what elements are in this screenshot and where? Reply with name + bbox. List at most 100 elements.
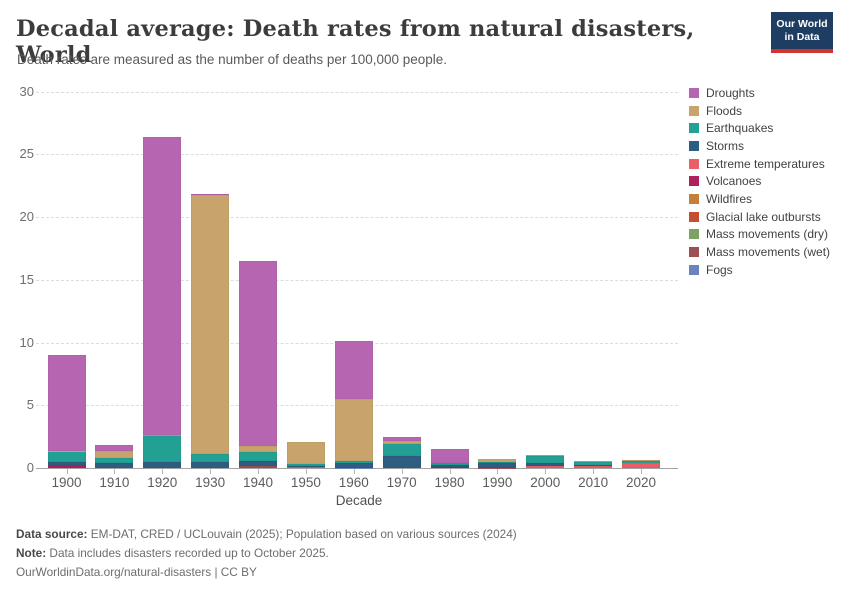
bar-segment-1940-mass-movements-wet[interactable] <box>239 466 278 468</box>
legend-item-earthquakes[interactable]: Earthquakes <box>689 119 830 137</box>
legend-item-glacial-lake-outbursts[interactable]: Glacial lake outbursts <box>689 208 830 226</box>
x-tick-1910 <box>114 469 116 474</box>
legend-label-volcanoes: Volcanoes <box>706 174 762 189</box>
bar-segment-1950-fogs[interactable] <box>286 467 325 468</box>
bar-segment-1920-droughts[interactable] <box>143 136 182 436</box>
legend-label-extreme-temperatures: Extreme temperatures <box>706 156 825 171</box>
x-tick-2000 <box>545 469 547 474</box>
legend-item-wildfires[interactable]: Wildfires <box>689 190 830 208</box>
bar-segment-1930-earthquakes[interactable] <box>191 453 230 463</box>
bar-segment-1970-earthquakes[interactable] <box>382 443 421 457</box>
legend-item-fogs[interactable]: Fogs <box>689 261 830 279</box>
bar-segment-1910-droughts[interactable] <box>95 444 134 451</box>
legend-swatch-mass-movements-dry <box>689 229 699 240</box>
bar-segment-1970-storms[interactable] <box>382 456 421 468</box>
bar-segment-2000-storms[interactable] <box>526 462 565 467</box>
bar-segment-1980-volcanoes[interactable] <box>430 467 469 468</box>
bar-segment-1930-floods[interactable] <box>191 195 230 454</box>
bar-segment-1950-floods[interactable] <box>286 441 325 465</box>
y-tick-label-0: 0 <box>26 460 34 475</box>
bar-segment-1990-floods[interactable] <box>478 459 517 462</box>
x-tick-label-1920: 1920 <box>147 475 178 490</box>
bar-segment-2010-floods[interactable] <box>574 460 613 462</box>
y-tick-label-10: 10 <box>19 334 34 350</box>
legend-item-droughts[interactable]: Droughts <box>689 84 830 102</box>
bar-segment-1990-storms[interactable] <box>478 463 517 468</box>
bar-segment-1940-floods[interactable] <box>239 445 278 453</box>
bar-segment-1990-earthquakes[interactable] <box>478 461 517 464</box>
bar-segment-2020-floods[interactable] <box>622 459 661 461</box>
bar-segment-1940-storms[interactable] <box>239 460 278 467</box>
x-tick-label-1930: 1930 <box>195 475 226 490</box>
bar-segment-1980-storms[interactable] <box>430 464 469 468</box>
bar-segment-1920-earthquakes[interactable] <box>143 435 182 462</box>
bar-segment-1910-earthquakes[interactable] <box>95 457 134 464</box>
bar-segment-2020-earthquakes[interactable] <box>622 460 661 464</box>
footer-license[interactable]: OurWorldinData.org/natural-disasters | C… <box>16 565 257 580</box>
legend-item-mass-movements-dry[interactable]: Mass movements (dry) <box>689 226 830 244</box>
bar-segment-2000-floods[interactable] <box>526 454 565 457</box>
bar-segment-1950-earthquakes[interactable] <box>286 464 325 466</box>
x-tick-1940 <box>258 469 260 474</box>
bar-segment-2010-earthquakes[interactable] <box>574 461 613 466</box>
x-tick-label-1940: 1940 <box>242 475 274 490</box>
bar-segment-1960-droughts[interactable] <box>334 341 373 399</box>
bar-segment-1980-earthquakes[interactable] <box>430 462 469 465</box>
bar-segment-1950-storms[interactable] <box>286 465 325 468</box>
legend-swatch-extreme-temperatures <box>689 158 699 169</box>
bar-segment-2010-storms[interactable] <box>574 465 613 467</box>
legend-label-mass-movements-dry: Mass movements (dry) <box>706 227 829 242</box>
bar-segment-1900-floods[interactable] <box>47 450 86 452</box>
x-tick-1990 <box>497 469 499 474</box>
bar-segment-1900-storms[interactable] <box>47 462 86 465</box>
x-tick-1920 <box>162 469 164 474</box>
legend-label-glacial-lake-outbursts: Glacial lake outbursts <box>706 209 821 224</box>
page-title: Decadal average: Death rates from natura… <box>16 16 695 68</box>
bar-segment-1910-floods[interactable] <box>95 450 134 458</box>
bar-segment-1920-storms[interactable] <box>143 461 182 468</box>
legend-label-earthquakes: Earthquakes <box>706 121 774 136</box>
legend-label-fogs: Fogs <box>706 262 733 277</box>
legend-swatch-earthquakes <box>689 123 699 134</box>
bar-segment-1930-droughts[interactable] <box>191 194 230 196</box>
bar-segment-1970-floods[interactable] <box>382 441 421 444</box>
bar-segment-2020-extreme-temperatures[interactable] <box>622 463 661 468</box>
x-axis-title: Decade <box>335 493 383 508</box>
bar-segment-1980-droughts[interactable] <box>430 448 469 463</box>
x-tick-1900 <box>66 469 68 474</box>
bar-segment-2000-earthquakes[interactable] <box>526 456 565 463</box>
bar-segment-1960-earthquakes[interactable] <box>334 461 373 463</box>
legend-swatch-glacial-lake-outbursts <box>689 211 699 222</box>
legend-swatch-wildfires <box>689 193 699 204</box>
bar-segment-1940-earthquakes[interactable] <box>239 452 278 461</box>
footer-note-label: Note: <box>16 546 47 561</box>
bar-segment-1940-droughts[interactable] <box>239 261 278 446</box>
bar-segment-1960-floods[interactable] <box>334 398 373 462</box>
bar-segment-1970-droughts[interactable] <box>382 436 421 442</box>
bar-segment-1920-floods[interactable] <box>143 435 182 436</box>
footer-note: Note: Data includes disasters recorded u… <box>16 544 517 563</box>
bar-segment-1910-storms[interactable] <box>95 463 134 468</box>
x-tick-2010 <box>593 469 595 474</box>
legend-item-storms[interactable]: Storms <box>689 137 830 155</box>
legend-item-extreme-temperatures[interactable]: Extreme temperatures <box>689 155 830 173</box>
legend-item-mass-movements-wet[interactable]: Mass movements (wet) <box>689 243 830 261</box>
bar-segment-2000-extreme-temperatures[interactable] <box>526 466 565 468</box>
x-tick-1980 <box>449 469 451 474</box>
x-tick-label-1910: 1910 <box>99 475 130 490</box>
x-tick-1930 <box>210 469 212 474</box>
legend-swatch-storms <box>689 140 699 151</box>
bar-segment-2010-extreme-temperatures[interactable] <box>574 466 613 468</box>
bar-segment-1960-storms[interactable] <box>334 462 373 468</box>
x-tick-label-2010: 2010 <box>578 475 609 490</box>
bar-segment-1900-droughts[interactable] <box>47 355 86 451</box>
bar-segment-1900-earthquakes[interactable] <box>47 451 86 463</box>
bar-segment-1930-storms[interactable] <box>191 462 230 468</box>
legend-item-volcanoes[interactable]: Volcanoes <box>689 172 830 190</box>
bar-segment-1900-volcanoes[interactable] <box>47 464 86 468</box>
owid-logo-line2: in Data <box>784 30 820 43</box>
x-tick-1950 <box>305 469 307 474</box>
x-tick-label-1960: 1960 <box>338 475 369 490</box>
legend-swatch-floods <box>689 105 699 116</box>
legend-item-floods[interactable]: Floods <box>689 102 830 120</box>
